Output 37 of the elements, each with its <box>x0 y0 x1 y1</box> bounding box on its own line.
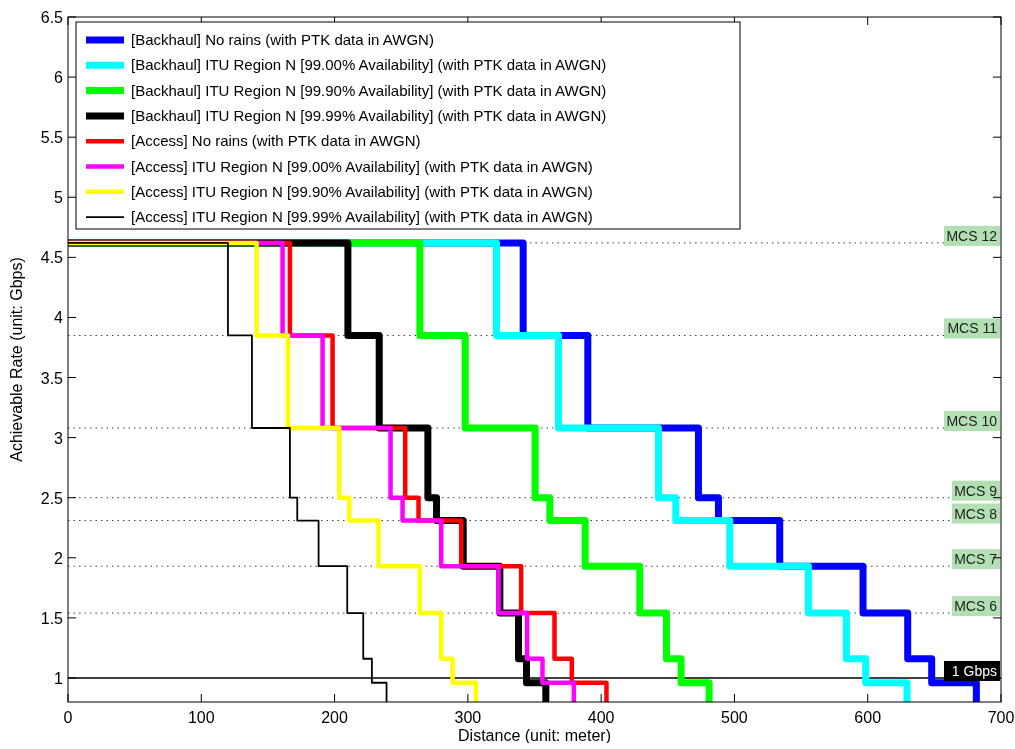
y-axis-title: Achievable Rate (unit: Gbps) <box>8 257 25 462</box>
x-tick-label: 600 <box>854 709 882 726</box>
x-tick-label: 200 <box>321 709 349 726</box>
legend-label: [Backhaul] No rains (with PTK data in AWGN) <box>131 31 434 48</box>
x-tick-label: 100 <box>187 709 215 726</box>
legend-label: [Access] ITU Region N [99.99% Availability] (with PTK data in AWGN) <box>131 208 593 226</box>
ref-line-label: MCS 6 <box>954 598 998 615</box>
ref-line-label: MCS 9 <box>954 482 998 499</box>
y-tick-label: 3.5 <box>40 369 64 387</box>
legend-label: [Backhaul] ITU Region N [99.90% Availability] (with PTK data in AWGN) <box>131 81 607 99</box>
legend-label: [Access] No rains (with PTK data in AWGN) <box>131 132 421 150</box>
legend-label: [Access] ITU Region N [99.00% Availability] (with PTK data in AWGN) <box>131 157 593 175</box>
y-tick-label: 3 <box>54 429 64 447</box>
ref-line-label: MCS 7 <box>954 551 998 568</box>
ref-line-label: MCS 8 <box>954 505 998 522</box>
x-tick-label: 400 <box>587 709 615 726</box>
y-tick-label: 6.5 <box>40 9 64 26</box>
y-tick-label: 2.5 <box>40 489 64 507</box>
x-tick-label: 300 <box>454 709 482 726</box>
y-tick-label: 1.5 <box>40 609 64 627</box>
x-tick-label: 700 <box>987 709 1015 726</box>
x-tick-label: 500 <box>721 709 748 726</box>
legend-label: [Backhaul] ITU Region N [99.00% Availability] (with PTK data in AWGN) <box>131 56 607 74</box>
ref-line-label: MCS 11 <box>947 320 998 337</box>
y-tick-label: 1 <box>54 669 64 687</box>
y-tick-label: 5.5 <box>40 129 64 147</box>
y-tick-label: 5 <box>54 189 64 207</box>
y-tick-label: 2 <box>54 549 64 567</box>
legend-label: [Access] ITU Region N [99.90% Availability] (with PTK data in AWGN) <box>131 182 593 200</box>
ref-line-label: 1 Gbps <box>951 662 997 679</box>
ref-line-label: MCS 12 <box>946 227 998 244</box>
y-tick-label: 4.5 <box>40 249 64 267</box>
ref-line-label: MCS 10 <box>946 413 998 429</box>
y-tick-label: 6 <box>54 69 64 87</box>
x-tick-label: 0 <box>63 709 73 726</box>
y-tick-label: 4 <box>54 309 64 327</box>
legend-label: [Backhaul] ITU Region N [99.99% Availability] (with PTK data in AWGN) <box>131 106 607 124</box>
